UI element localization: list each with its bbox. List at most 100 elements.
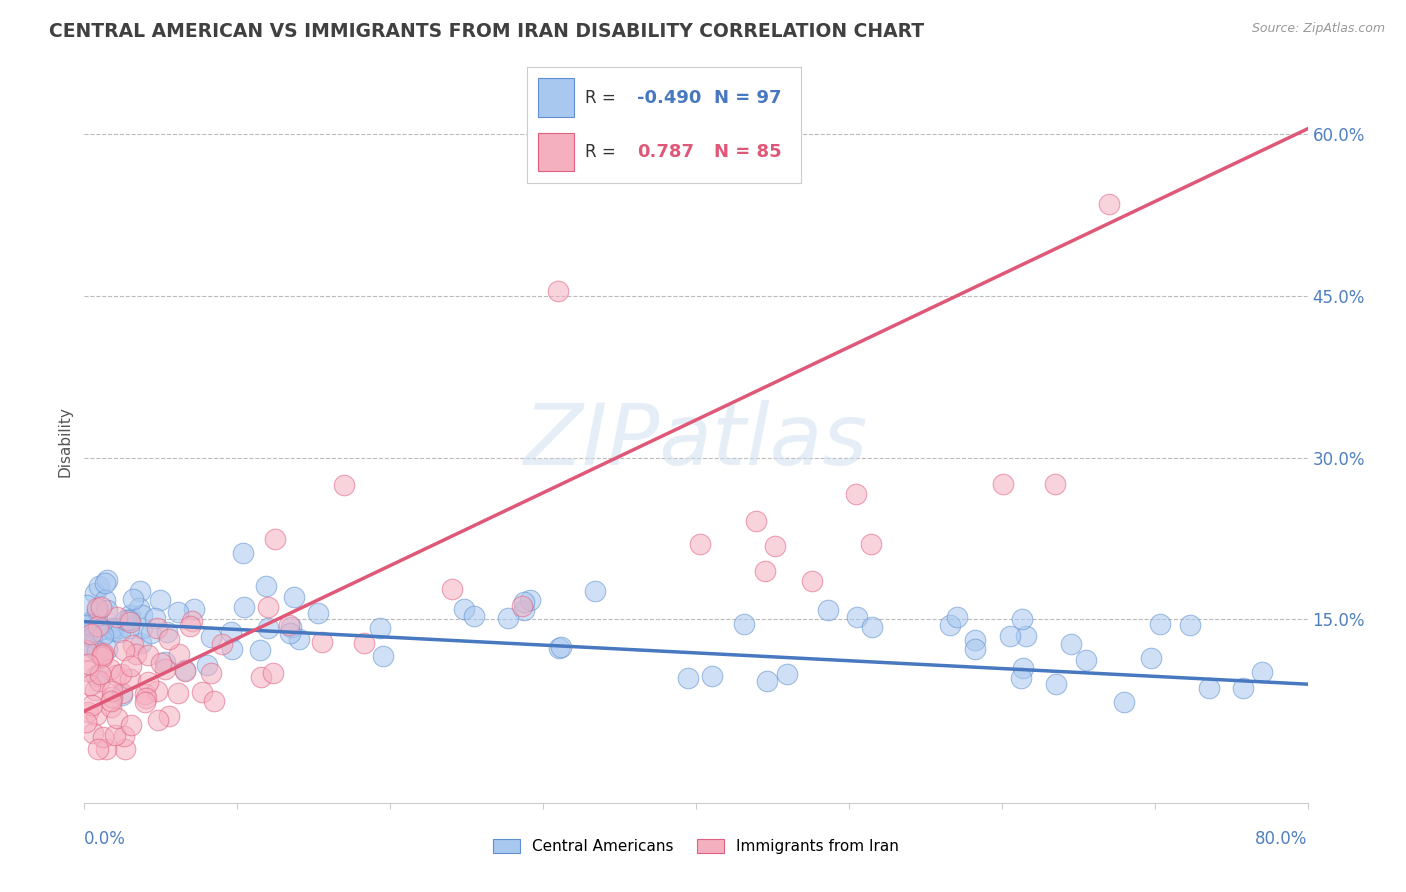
Point: [1198, 681, 1220, 695]
Point: [110, 667, 132, 681]
Point: [80, 627, 103, 641]
Point: [440, 582, 463, 596]
Point: [90, 599, 112, 614]
Point: [75, 617, 97, 632]
Point: [131, 621, 153, 635]
Y-axis label: Disability: Disability: [58, 406, 73, 477]
Point: [105, 668, 128, 682]
FancyBboxPatch shape: [538, 78, 574, 117]
Point: [1114, 695, 1136, 709]
Point: [219, 624, 242, 639]
Point: [519, 593, 541, 607]
Point: [129, 584, 152, 599]
Point: [101, 621, 124, 635]
Point: [211, 637, 233, 651]
Point: [84, 708, 107, 723]
Point: [86, 644, 108, 658]
Point: [156, 624, 179, 639]
Point: [232, 546, 254, 560]
Point: [283, 591, 305, 605]
Point: [179, 619, 201, 633]
Point: [277, 617, 299, 632]
Text: 80.0%: 80.0%: [1256, 830, 1308, 847]
Point: [80, 698, 103, 712]
Point: [91, 648, 114, 662]
Point: [77, 657, 100, 672]
Point: [91, 649, 114, 664]
Point: [104, 728, 127, 742]
Point: [150, 657, 173, 671]
Text: 0.0%: 0.0%: [84, 830, 127, 847]
Point: [83, 622, 105, 636]
Point: [89, 667, 111, 681]
Point: [353, 636, 375, 650]
Text: N = 97: N = 97: [714, 88, 782, 107]
Point: [233, 600, 256, 615]
Point: [946, 610, 969, 624]
Point: [86, 601, 108, 615]
Point: [1178, 618, 1201, 632]
Point: [87, 579, 110, 593]
Point: [146, 713, 169, 727]
Point: [676, 671, 699, 685]
Point: [174, 663, 197, 677]
Point: [149, 593, 172, 607]
Point: [110, 688, 132, 702]
Point: [100, 683, 122, 698]
Point: [278, 625, 301, 640]
Point: [84, 683, 107, 698]
Point: [136, 674, 159, 689]
Point: [287, 632, 309, 647]
Point: [513, 595, 536, 609]
Point: [174, 665, 197, 679]
Point: [859, 537, 882, 551]
Text: CENTRAL AMERICAN VS IMMIGRANTS FROM IRAN DISABILITY CORRELATION CHART: CENTRAL AMERICAN VS IMMIGRANTS FROM IRAN…: [49, 22, 924, 41]
Point: [87, 623, 110, 637]
Point: [733, 616, 755, 631]
Point: [87, 673, 110, 688]
Point: [510, 599, 533, 613]
Point: [745, 514, 768, 528]
Point: [136, 648, 159, 662]
Point: [143, 611, 166, 625]
Point: [262, 665, 284, 680]
Point: [86, 604, 108, 618]
Point: [763, 539, 786, 553]
Point: [125, 647, 148, 661]
Point: [77, 705, 100, 719]
Point: [117, 621, 139, 635]
Point: [83, 586, 105, 600]
Point: [93, 646, 115, 660]
Point: [221, 641, 243, 656]
Point: [146, 683, 169, 698]
Point: [83, 611, 105, 625]
Point: [1015, 629, 1038, 643]
Point: [939, 617, 962, 632]
Point: [79, 677, 101, 691]
Point: [547, 284, 569, 298]
Text: Source: ZipAtlas.com: Source: ZipAtlas.com: [1251, 22, 1385, 36]
Point: [82, 630, 104, 644]
Point: [118, 608, 141, 623]
Point: [1043, 477, 1066, 491]
Text: -0.490: -0.490: [637, 88, 702, 107]
Point: [101, 690, 124, 704]
Point: [801, 574, 824, 588]
FancyBboxPatch shape: [538, 133, 574, 171]
Point: [131, 607, 153, 622]
Point: [195, 658, 218, 673]
Point: [100, 700, 122, 714]
Point: [254, 579, 277, 593]
Point: [689, 537, 711, 551]
Point: [120, 659, 142, 673]
Point: [76, 615, 98, 630]
Point: [153, 655, 176, 669]
Point: [1045, 677, 1067, 691]
Point: [100, 694, 122, 708]
Point: [963, 633, 986, 648]
Point: [1149, 616, 1171, 631]
Point: [90, 647, 112, 661]
Point: [91, 730, 114, 744]
Point: [991, 477, 1014, 491]
Point: [167, 647, 190, 661]
